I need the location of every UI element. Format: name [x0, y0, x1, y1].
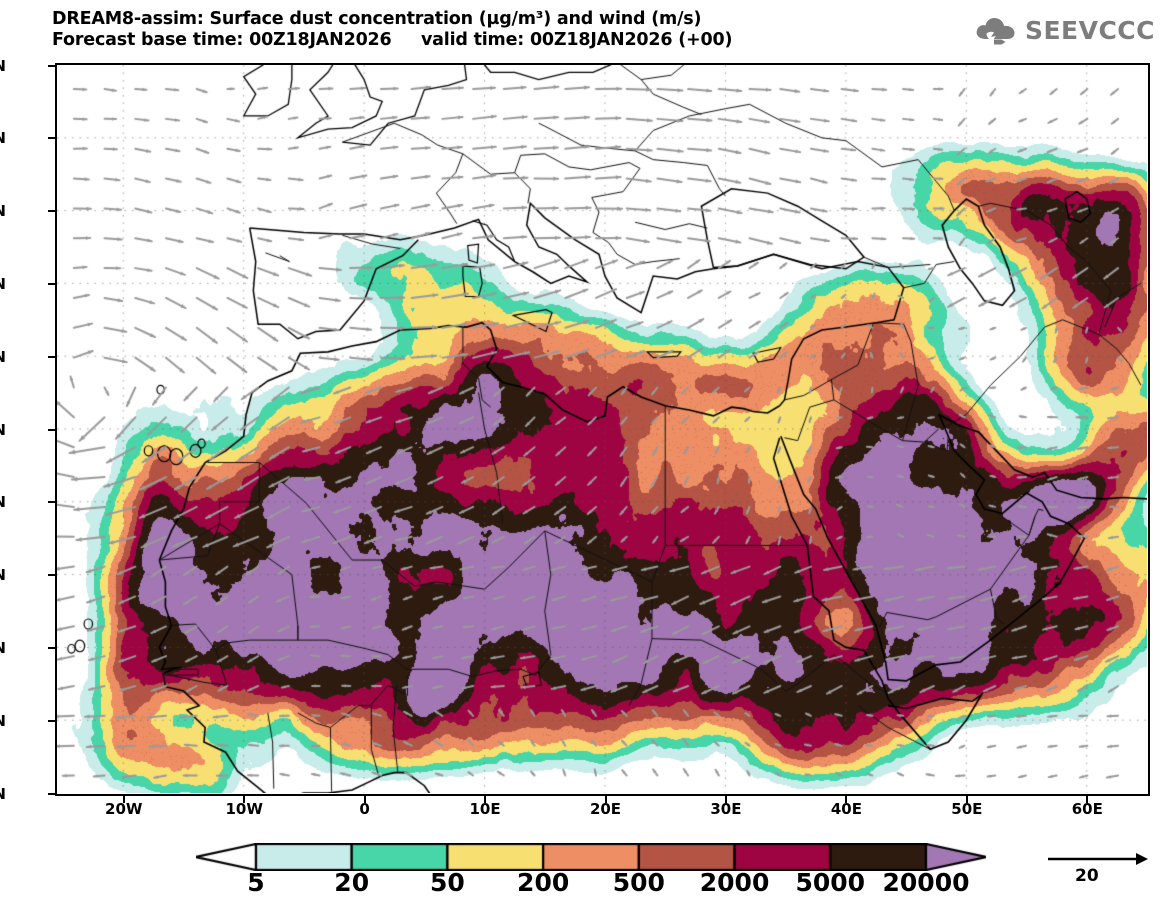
lon-tick-mark	[243, 795, 246, 803]
lat-tick-55N: 55N	[0, 57, 6, 75]
lon-tick-0: 0	[359, 800, 370, 818]
lat-tick-mark	[48, 574, 56, 577]
lat-tick-40N: 40N	[0, 275, 6, 293]
lat-tick-mark	[48, 646, 56, 649]
lon-tick-20E: 20E	[589, 800, 622, 818]
colorbar-tick-20: 20	[334, 868, 370, 897]
chart-title: DREAM8-assim: Surface dust concentration…	[52, 9, 702, 29]
colorbar-tick-20000: 20000	[882, 868, 970, 897]
lon-tick-30E: 30E	[710, 800, 742, 818]
map-plot-area	[55, 63, 1150, 796]
lon-tick-40E: 40E	[830, 800, 862, 818]
lat-tick-20N: 20N	[0, 566, 6, 584]
lat-tick-45N: 45N	[0, 202, 6, 220]
colorbar-tick-5: 5	[247, 868, 265, 897]
lon-tick-mark	[724, 795, 727, 803]
chart-header: DREAM8-assim: Surface dust concentration…	[0, 0, 1165, 60]
colorbar-tick-5000: 5000	[795, 868, 866, 897]
lat-tick-mark	[48, 501, 56, 504]
lon-tick-10W: 10W	[225, 800, 263, 818]
lat-tick-mark	[48, 355, 56, 358]
lat-tick-10N: 10N	[0, 712, 6, 730]
title-block: DREAM8-assim: Surface dust concentration…	[52, 9, 732, 51]
lon-tick-10E: 10E	[469, 800, 501, 818]
lat-tick-mark	[48, 282, 56, 285]
lon-tick-mark	[363, 795, 366, 803]
lat-tick-15N: 15N	[0, 639, 6, 657]
wind-scale-arrow	[1048, 853, 1148, 865]
lat-tick-mark	[48, 137, 56, 140]
lon-tick-50E: 50E	[951, 800, 983, 818]
lat-tick-35N: 35N	[0, 348, 6, 366]
lon-tick-mark	[1086, 795, 1089, 803]
lat-tick-mark	[48, 428, 56, 431]
lat-tick-mark	[48, 792, 56, 795]
lon-tick-mark	[965, 795, 968, 803]
colorbar	[196, 843, 986, 871]
lon-tick-mark	[604, 795, 607, 803]
lon-tick-mark	[484, 795, 487, 803]
lat-tick-mark	[48, 64, 56, 67]
cloud-icon	[976, 17, 1015, 45]
dust-concentration-map	[57, 65, 1147, 793]
colorbar-tick-50: 50	[430, 868, 465, 897]
colorbar-tick-2000: 2000	[699, 868, 770, 897]
wind-scale-label: 20	[1075, 866, 1099, 886]
lat-tick-5N: 5N	[0, 785, 6, 803]
lat-tick-mark	[48, 719, 56, 722]
chart-subtitle: Forecast base time: 00Z18JAN2026 valid t…	[52, 30, 733, 50]
colorbar-tick-200: 200	[517, 868, 570, 897]
colorbar-swatches	[196, 843, 986, 871]
lon-tick-60E: 60E	[1071, 800, 1103, 818]
lon-tick-mark	[845, 795, 848, 803]
lon-tick-20W: 20W	[105, 800, 143, 818]
lat-tick-mark	[48, 210, 56, 213]
seevccc-logo: SEEVCCC	[974, 12, 1155, 48]
lat-tick-30N: 30N	[0, 421, 6, 439]
logo-text: SEEVCCC	[1024, 15, 1155, 45]
lat-tick-50N: 50N	[0, 129, 6, 147]
lon-tick-mark	[122, 795, 125, 803]
colorbar-tick-500: 500	[612, 868, 665, 897]
lat-tick-25N: 25N	[0, 493, 6, 511]
